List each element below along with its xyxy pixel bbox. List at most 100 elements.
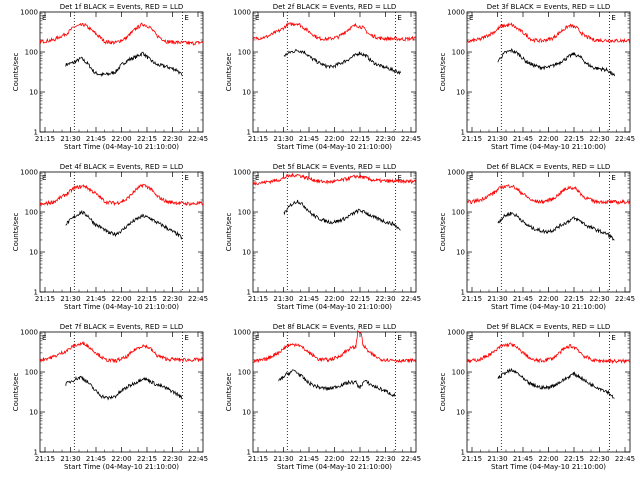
marker-right-label: E	[611, 14, 615, 22]
y-tick-label: 10	[242, 89, 251, 97]
y-tick-label: 1	[34, 449, 38, 457]
x-tick-label: 21:15	[462, 295, 482, 303]
x-tick-label: 21:30	[60, 295, 80, 303]
panel-6: Det 6f BLACK = Events, RED = LLD 1 10 100 10…	[439, 163, 635, 311]
x-tick-label: 22:00	[538, 455, 558, 463]
y-axis-label: Counts/sec	[225, 373, 233, 412]
y-tick-label: 1000	[447, 9, 465, 17]
panel-title: Det 5f BLACK = Events, RED = LLD	[273, 163, 396, 171]
x-tick-label: 22:15	[137, 135, 157, 143]
x-tick-label: 22:15	[564, 455, 584, 463]
x-axis-label: Start Time (04-May-10 21:10:00)	[64, 303, 179, 311]
marker-right-label: E	[611, 174, 615, 182]
marker-right-label: E	[397, 334, 401, 342]
panel-title: Det 4f BLACK = Events, RED = LLD	[60, 163, 183, 171]
x-axis-label: Start Time (04-May-10 21:10:00)	[491, 303, 606, 311]
y-axis-label: Counts/sec	[12, 373, 20, 412]
marker-right-label: E	[184, 14, 188, 22]
series-lld-line	[39, 341, 204, 364]
series-lld-line	[466, 22, 631, 44]
x-tick-label: 22:30	[162, 455, 182, 463]
y-tick-label: 1	[247, 129, 251, 137]
y-tick-label: 100	[25, 49, 38, 57]
x-axis-label: Start Time (04-May-10 21:10:00)	[277, 303, 392, 311]
x-tick-label: 21:30	[487, 135, 507, 143]
x-tick-label: 21:45	[513, 455, 533, 463]
x-tick-label: 21:30	[60, 135, 80, 143]
x-tick-label: 22:30	[375, 295, 395, 303]
x-tick-label: 21:45	[513, 135, 533, 143]
x-tick-label: 22:45	[615, 135, 635, 143]
y-tick-label: 1000	[20, 169, 38, 177]
panel-3: Det 3f BLACK = Events, RED = LLD 1 10 100 10…	[439, 3, 635, 151]
y-tick-label: 10	[456, 89, 465, 97]
x-tick-label: 22:00	[324, 455, 344, 463]
marker-right-label: E	[397, 174, 401, 182]
y-tick-label: 10	[29, 89, 38, 97]
panel-1: Det 1f BLACK = Events, RED = LLD 1 10 100 10…	[12, 3, 208, 151]
marker-left-label: E	[469, 334, 473, 342]
marker-left-label: E	[255, 174, 259, 182]
y-tick-label: 100	[452, 369, 465, 377]
x-tick-label: 22:30	[589, 135, 609, 143]
series-events-line	[283, 48, 401, 75]
x-tick-label: 22:00	[111, 455, 131, 463]
series-lld-line	[466, 184, 631, 206]
panel-8: Det 8f BLACK = Events, RED = LLD 1 10 100 10…	[225, 323, 421, 471]
y-tick-label: 1	[34, 289, 38, 297]
y-axis-label: Counts/sec	[439, 53, 447, 92]
panel-title: Det 9f BLACK = Events, RED = LLD	[487, 323, 610, 331]
series-lld-line	[39, 22, 203, 46]
y-tick-label: 1000	[233, 169, 251, 177]
x-axis-label: Start Time (04-May-10 21:10:00)	[64, 143, 179, 151]
x-tick-label: 22:45	[188, 135, 208, 143]
x-tick-label: 21:15	[462, 135, 482, 143]
x-tick-label: 21:30	[60, 455, 80, 463]
y-tick-label: 10	[456, 249, 465, 257]
x-axis-label: Start Time (04-May-10 21:10:00)	[277, 143, 392, 151]
x-tick-label: 22:30	[375, 135, 395, 143]
marker-left-label: E	[255, 14, 259, 22]
x-tick-label: 21:15	[248, 295, 268, 303]
x-tick-label: 21:15	[35, 455, 55, 463]
x-tick-label: 22:30	[162, 135, 182, 143]
y-tick-label: 100	[25, 369, 38, 377]
y-tick-label: 10	[29, 409, 38, 417]
x-tick-label: 21:30	[273, 295, 293, 303]
panel-title: Det 1f BLACK = Events, RED = LLD	[60, 3, 183, 11]
x-tick-label: 22:30	[589, 295, 609, 303]
x-tick-label: 22:15	[137, 455, 157, 463]
x-axis-label: Start Time (04-May-10 21:10:00)	[64, 463, 179, 471]
x-tick-label: 22:45	[401, 455, 421, 463]
panel-title: Det 2f BLACK = Events, RED = LLD	[273, 3, 396, 11]
y-axis-label: Counts/sec	[12, 213, 20, 252]
y-tick-label: 1000	[20, 329, 38, 337]
x-tick-label: 22:15	[350, 135, 370, 143]
x-tick-label: 22:00	[111, 295, 131, 303]
series-events-line	[497, 367, 615, 399]
x-tick-label: 22:45	[615, 455, 635, 463]
y-axis-label: Counts/sec	[225, 213, 233, 252]
x-tick-label: 22:00	[324, 135, 344, 143]
x-tick-label: 22:00	[538, 295, 558, 303]
marker-right-label: E	[397, 14, 401, 22]
x-tick-label: 22:30	[375, 455, 395, 463]
x-tick-label: 22:00	[538, 135, 558, 143]
x-tick-label: 21:45	[86, 135, 106, 143]
panel-5: Det 5f BLACK = Events, RED = LLD 1 10 100 10…	[225, 163, 421, 311]
y-tick-label: 10	[29, 249, 38, 257]
series-lld-line	[466, 342, 631, 365]
y-axis-label: Counts/sec	[225, 53, 233, 92]
y-axis-label: Counts/sec	[439, 213, 447, 252]
series-events-line	[65, 209, 183, 240]
x-tick-label: 21:30	[273, 135, 293, 143]
x-tick-label: 21:15	[35, 135, 55, 143]
plot-frame	[466, 11, 631, 133]
y-tick-label: 100	[452, 49, 465, 57]
marker-right-label: E	[184, 174, 188, 182]
panel-7: Det 7f BLACK = Events, RED = LLD 1 10 100 10…	[12, 323, 208, 471]
y-tick-label: 100	[238, 49, 251, 57]
x-tick-label: 22:15	[350, 455, 370, 463]
x-tick-label: 22:45	[188, 295, 208, 303]
panel-2: Det 2f BLACK = Events, RED = LLD 1 10 100 10…	[225, 3, 421, 151]
